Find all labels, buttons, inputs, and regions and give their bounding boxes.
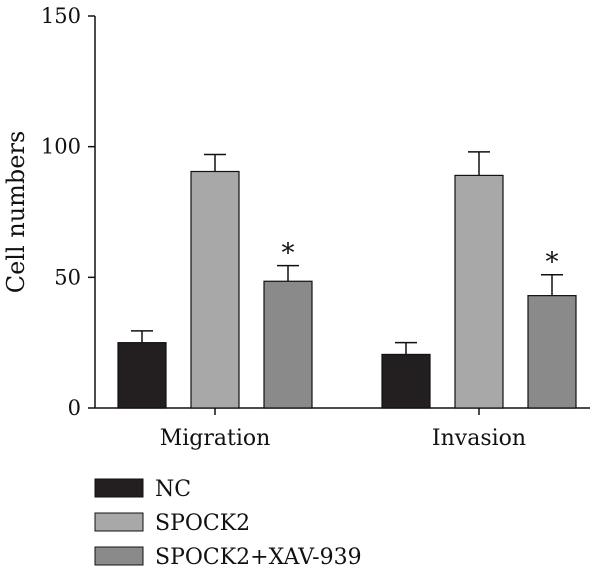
y-tick-label: 100 <box>41 135 81 159</box>
bar <box>190 170 240 409</box>
legend-swatch <box>94 546 144 566</box>
legend-label: NC <box>155 477 191 502</box>
bar <box>527 295 577 409</box>
y-tick-label: 0 <box>68 396 81 420</box>
y-tick-label: 150 <box>41 4 81 28</box>
legend-label: SPOCK2 <box>155 511 250 536</box>
y-tick-label: 50 <box>54 265 81 289</box>
bars-group: * * <box>117 151 577 409</box>
significance-mark: * <box>546 248 559 278</box>
axes: 0 50 100 150 Migration Invasion <box>41 4 590 451</box>
legend: NC SPOCK2 SPOCK2+XAV-939 <box>94 477 362 570</box>
legend-label: SPOCK2+XAV-939 <box>155 545 362 570</box>
significance-mark: * <box>282 239 295 269</box>
x-category-label: Invasion <box>432 426 526 451</box>
legend-swatch <box>94 512 144 532</box>
y-axis-title: Cell numbers <box>2 131 30 294</box>
bar <box>381 353 431 409</box>
legend-swatch <box>94 478 144 498</box>
x-category-label: Migration <box>160 426 271 451</box>
bar <box>454 174 504 409</box>
bar <box>263 280 313 409</box>
bar <box>117 342 167 409</box>
